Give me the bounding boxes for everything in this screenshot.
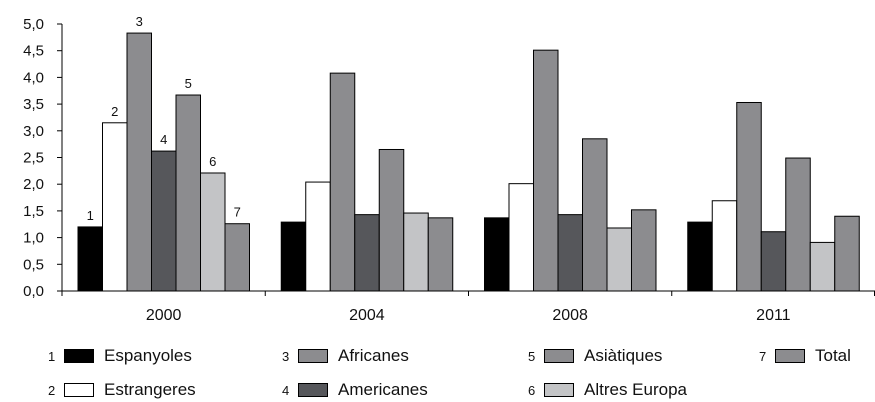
legend: 1 Espanyoles 2 Estrangeres 3 Africanes 4… (0, 340, 875, 399)
legend-swatch (775, 349, 805, 363)
legend-item-asiatiques: 5 Asiàtiques (528, 344, 662, 368)
legend-swatch (544, 383, 574, 397)
legend-swatch (544, 349, 574, 363)
bar-total-2008 (631, 209, 657, 292)
legend-item-africanes: 3 Africanes (282, 344, 409, 368)
y-tick-label: 3,0 (23, 123, 44, 140)
bar-africanes-2000 (126, 32, 152, 292)
legend-label: Africanes (338, 346, 409, 365)
legend-swatch (64, 349, 94, 363)
bar-total-2004 (427, 217, 454, 292)
legend-label: Americanes (338, 380, 428, 399)
bar-americanes-2011 (760, 231, 787, 292)
bar-americanes-2000 (151, 150, 177, 292)
bar-africanes-2004 (329, 72, 356, 292)
y-tick-label: 4,5 (23, 43, 44, 60)
legend-item-estrangeres: 2 Estrangeres (48, 378, 196, 402)
bar-chart: 0,00,51,01,52,02,53,03,54,04,55,0 2000 20… (23, 14, 875, 324)
bar-number-label: 7 (234, 205, 241, 220)
bar-estrangeres-2000 (102, 122, 128, 292)
bar-number-label: 3 (136, 14, 143, 29)
legend-number: 6 (528, 382, 536, 398)
y-tick-label: 0,0 (23, 283, 44, 300)
bar-altres-europa-2004 (403, 212, 429, 292)
legend-number: 4 (282, 382, 290, 398)
legend-item-total: 7 Total (759, 344, 851, 368)
bar-number-label: 5 (185, 76, 192, 91)
bar-americanes-2008 (557, 214, 583, 292)
bar-espanyoles-2008 (484, 217, 510, 292)
legend-item-espanyoles: 1 Espanyoles (48, 344, 192, 368)
bar-espanyoles-2011 (687, 221, 713, 292)
legend-swatch (298, 349, 328, 363)
bar-asi-tiques-2008 (582, 138, 608, 292)
bar-espanyoles-2004 (280, 221, 307, 292)
x-tick-label: 2000 (146, 307, 182, 324)
bars (77, 32, 860, 292)
x-tick-label: 2008 (552, 307, 588, 324)
bar-africanes-2008 (533, 49, 559, 292)
y-tick-label: 0,5 (23, 256, 44, 273)
bar-number-labels: 1 2 3 4 5 6 7 (87, 14, 241, 223)
legend-number: 7 (759, 348, 767, 364)
bar-asi-tiques-2004 (378, 148, 405, 292)
x-tick-label: 2004 (349, 307, 385, 324)
bar-total-2000 (224, 223, 250, 292)
legend-item-americanes: 4 Americanes (282, 378, 428, 402)
bar-asi-tiques-2011 (785, 157, 811, 292)
bar-estrangeres-2011 (711, 200, 738, 292)
y-tick-label: 4,0 (23, 69, 44, 86)
bar-asi-tiques-2000 (175, 94, 201, 292)
bar-number-label: 6 (209, 154, 216, 169)
bar-altres-europa-2011 (809, 241, 836, 292)
y-tick-label: 1,0 (23, 230, 44, 247)
bar-altres-europa-2000 (200, 172, 226, 292)
legend-item-altres-europa: 6 Altres Europa (528, 378, 687, 402)
y-tick-label: 1,5 (23, 203, 44, 220)
bar-africanes-2011 (736, 101, 762, 292)
x-tick-label: 2011 (756, 307, 791, 324)
legend-number: 5 (528, 348, 536, 364)
y-tick-label: 5,0 (23, 16, 44, 33)
bar-altres-europa-2008 (606, 227, 632, 292)
legend-number: 3 (282, 348, 290, 364)
legend-label: Total (815, 346, 851, 365)
legend-swatch (64, 383, 94, 397)
legend-label: Asiàtiques (584, 346, 663, 365)
legend-number: 2 (48, 382, 56, 398)
bar-number-label: 4 (160, 132, 167, 147)
y-tick-label: 3,5 (23, 96, 44, 113)
y-axis: 0,0 0,5 1,0 1,5 2,0 2,5 3,0 3,5 4,0 4,5 5,0 (23, 16, 63, 300)
legend-swatch (298, 383, 328, 397)
x-axis: 2000 2004 2008 2011 (61, 290, 875, 324)
bar-estrangeres-2004 (305, 181, 331, 292)
legend-label: Altres Europa (584, 380, 687, 399)
legend-number: 1 (48, 348, 56, 364)
bar-espanyoles-2000 (77, 226, 103, 292)
bar-number-label: 2 (111, 104, 118, 119)
bar-total-2011 (834, 215, 860, 292)
y-tick-label: 2,5 (23, 150, 44, 167)
bar-estrangeres-2008 (508, 183, 534, 292)
bar-number-label: 1 (87, 208, 94, 223)
legend-label: Estrangeres (104, 380, 196, 399)
bar-americanes-2004 (354, 214, 380, 292)
legend-label: Espanyoles (104, 346, 192, 365)
y-tick-label: 2,0 (23, 176, 44, 193)
